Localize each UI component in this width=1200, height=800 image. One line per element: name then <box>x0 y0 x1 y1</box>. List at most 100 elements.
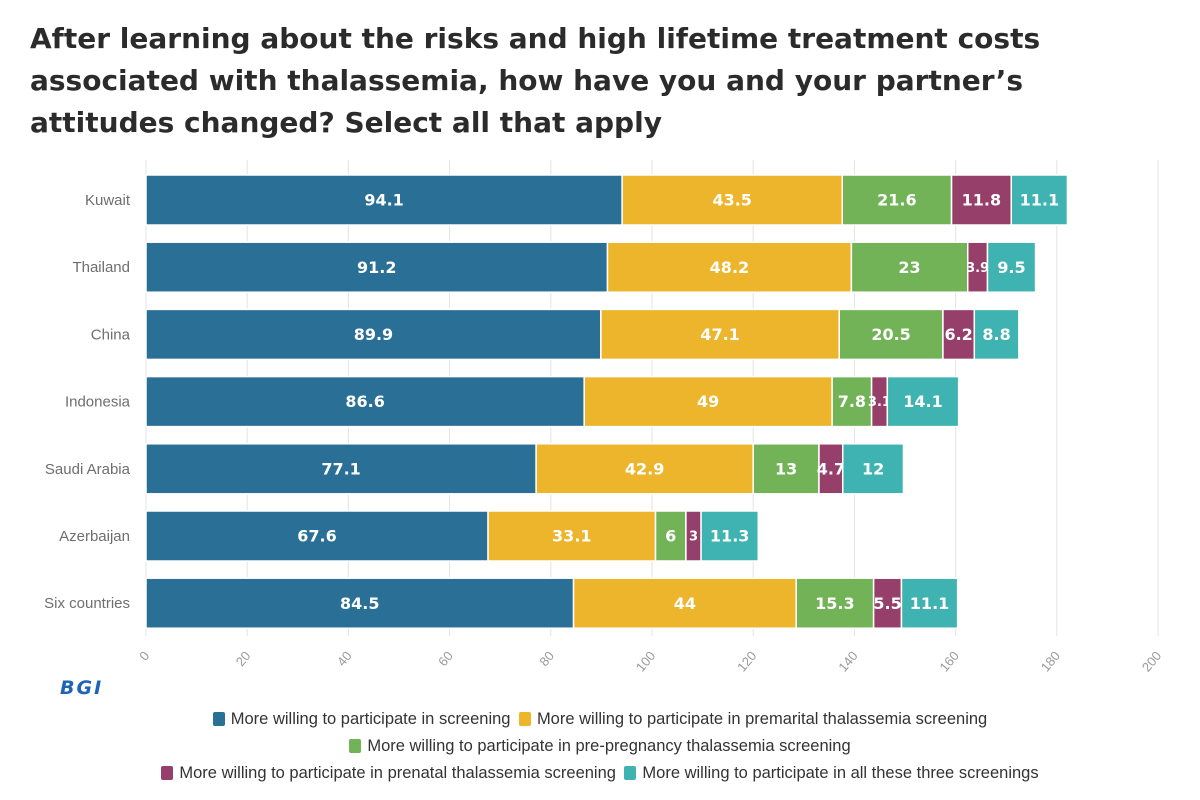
data-label: 84.5 <box>340 594 379 613</box>
data-label: 14.1 <box>903 392 942 411</box>
legend-item-screening: More willing to participate in screening <box>212 706 511 733</box>
x-tick-labels: 0 20 40 60 80 100 120 140 160 180 200 <box>136 648 1164 674</box>
bar-segment <box>145 577 575 629</box>
bar-segment <box>986 241 1037 293</box>
data-label: 20.5 <box>871 325 910 344</box>
data-label: 3.9 <box>966 261 989 276</box>
category-label: Saudi Arabia <box>45 461 131 478</box>
x-tick-label: 80 <box>536 648 557 669</box>
bar-segment <box>1010 174 1069 226</box>
data-label: 67.6 <box>297 527 336 546</box>
data-label: 11.8 <box>962 191 1001 210</box>
data-label: 89.9 <box>354 325 393 344</box>
bar-segment <box>752 443 820 495</box>
bar-segment <box>942 308 976 361</box>
legend-item-premarital: More willing to participate in premarita… <box>518 706 988 733</box>
data-label: 6.2 <box>944 325 972 344</box>
data-label: 13 <box>775 459 797 478</box>
x-tick-label: 40 <box>334 648 355 669</box>
x-tick-label: 200 <box>1139 648 1164 674</box>
data-label: 7.8 <box>838 392 866 411</box>
bgi-logo: BGI <box>60 677 104 699</box>
data-label: 15.3 <box>815 594 854 613</box>
data-label: 42.9 <box>625 459 664 478</box>
bar-segment <box>600 308 840 361</box>
data-label: 3.1 <box>868 395 891 410</box>
bar-segment <box>973 308 1020 361</box>
bar-segment <box>831 375 873 428</box>
data-label: 47.1 <box>700 325 739 344</box>
category-label: Kuwait <box>85 192 131 209</box>
legend-swatch <box>212 712 225 726</box>
data-label: 6 <box>665 527 676 546</box>
legend-label: More willing to participate in screening <box>230 710 511 728</box>
data-label: 86.6 <box>345 392 384 411</box>
legend-swatch <box>349 739 362 753</box>
data-label: 4.7 <box>817 459 845 478</box>
bar-segment <box>842 443 905 495</box>
data-label: 5.5 <box>873 594 901 613</box>
legend-row: More willing to participate in screening… <box>0 706 1200 733</box>
x-tick-label: 140 <box>835 648 860 674</box>
legend-label: More willing to participate in all these… <box>642 764 1039 782</box>
x-tick-label: 160 <box>936 648 961 674</box>
data-label: 11.3 <box>710 527 749 546</box>
data-label: 94.1 <box>364 191 403 210</box>
legend-label: More willing to participate in prenatal … <box>179 764 616 782</box>
legend: More willing to participate in screening… <box>0 706 1200 787</box>
x-tick-label: 0 <box>136 648 152 663</box>
legend-swatch <box>518 712 531 726</box>
category-label: China <box>91 326 131 343</box>
category-label: Six countries <box>44 595 130 612</box>
bar-segment <box>145 443 537 495</box>
x-tick-label: 100 <box>633 648 658 674</box>
data-label: 8.8 <box>982 325 1010 344</box>
data-label: 12 <box>862 459 884 478</box>
data-label: 43.5 <box>712 191 751 210</box>
legend-item-all-three: More willing to participate in all these… <box>624 760 1039 787</box>
data-label: 11.1 <box>1020 191 1059 210</box>
legend-label: More willing to participate in premarita… <box>536 710 988 728</box>
data-label: 48.2 <box>710 258 749 277</box>
category-label: Indonesia <box>65 394 131 411</box>
bar-segment <box>841 174 953 226</box>
bar-segment <box>886 375 960 428</box>
legend-item-pre-pregnancy: More willing to participate in pre-pregn… <box>349 733 851 760</box>
bar-segment <box>654 510 687 562</box>
data-label: 3 <box>689 530 698 545</box>
category-labels: Kuwait Thailand China Indonesia Saudi Arabia… <box>44 192 131 612</box>
legend-label: More willing to participate in pre-pregn… <box>367 737 851 755</box>
bar-segment <box>700 510 760 562</box>
category-label: Thailand <box>72 259 130 276</box>
bar-segment <box>900 577 959 629</box>
bar-segment <box>572 577 797 629</box>
data-label: 33.1 <box>552 527 591 546</box>
chart-title: After learning about the risks and high … <box>30 22 1041 139</box>
data-label: 11.1 <box>910 594 949 613</box>
bar-segment <box>145 308 602 361</box>
bar-segment <box>583 375 833 428</box>
x-tick-label: 180 <box>1038 648 1063 674</box>
data-label: 9.5 <box>997 258 1025 277</box>
stacked-bar-chart: 94.1 43.5 21.6 11.8 11.1 91.2 48.2 23 3.9 9.5 89.9… <box>44 160 1164 675</box>
x-tick-label: 120 <box>734 648 759 674</box>
bar-segment <box>145 375 585 428</box>
bar-segment <box>621 174 844 226</box>
bar-segment <box>145 174 623 226</box>
data-label: 91.2 <box>357 258 396 277</box>
bar-segment <box>850 241 969 293</box>
bar-segment <box>838 308 944 361</box>
bar-segment <box>872 577 903 629</box>
data-label: 49 <box>697 392 719 411</box>
bar-segment <box>145 510 489 562</box>
legend-item-prenatal: More willing to participate in prenatal … <box>161 760 616 787</box>
bars: 94.1 43.5 21.6 11.8 11.1 91.2 48.2 23 3.9 9.5 89.9… <box>145 174 1069 629</box>
data-label: 77.1 <box>321 459 360 478</box>
legend-swatch <box>161 766 174 780</box>
category-label: Azerbaijan <box>59 528 130 545</box>
x-tick-label: 60 <box>435 648 456 669</box>
legend-row: More willing to participate in prenatal … <box>0 760 1200 787</box>
x-tick-label: 20 <box>233 648 254 669</box>
legend-swatch <box>624 766 637 780</box>
legend-row: More willing to participate in pre-pregn… <box>0 733 1200 760</box>
